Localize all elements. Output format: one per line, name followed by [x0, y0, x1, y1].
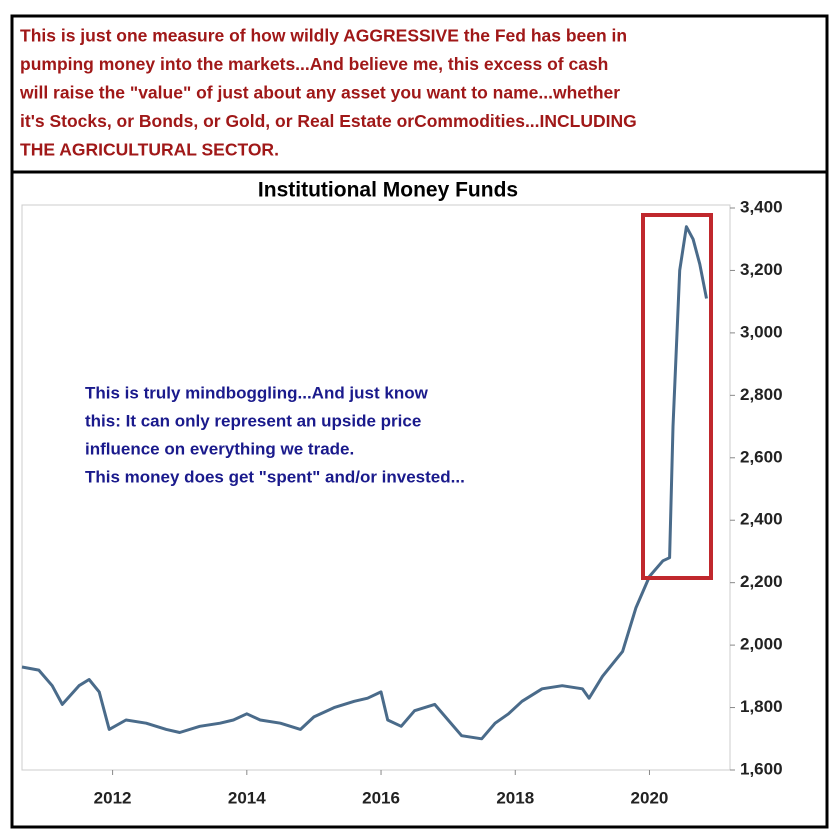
- y-tick-label: 2,000: [740, 635, 783, 654]
- x-tick-label: 2016: [362, 788, 400, 807]
- y-tick-label: 3,000: [740, 322, 783, 341]
- y-tick-label: 3,400: [740, 197, 783, 216]
- y-tick-label: 2,200: [740, 572, 783, 591]
- x-tick-label: 2018: [496, 788, 534, 807]
- header-text: This is just one measure of how wildly A…: [20, 26, 627, 46]
- x-tick-label: 2012: [94, 788, 132, 807]
- header-box: [10, 14, 829, 174]
- plot-area: [21, 204, 731, 771]
- y-tick-label: 1,800: [740, 697, 783, 716]
- y-tick-label: 2,400: [740, 510, 783, 529]
- y-tick-label: 3,200: [740, 260, 783, 279]
- annotation-text: This is truly mindboggling...And just kn…: [85, 383, 429, 402]
- highlight-box: [641, 213, 713, 580]
- header-text: pumping money into the markets...And bel…: [20, 54, 608, 74]
- annotation-text: influence on everything we trade.: [85, 439, 354, 458]
- x-tick-label: 2020: [631, 788, 669, 807]
- x-tick-label: 2014: [228, 788, 266, 807]
- annotation-text: this: It can only represent an upside pr…: [85, 411, 421, 430]
- header-text: it's Stocks, or Bonds, or Gold, or Real …: [20, 111, 637, 131]
- y-tick-label: 1,600: [740, 759, 783, 778]
- header-text: will raise the "value" of just about any…: [19, 83, 620, 103]
- annotation-text: This money does get "spent" and/or inves…: [85, 467, 465, 486]
- chart-title: Institutional Money Funds: [258, 179, 518, 202]
- header-text: THE AGRICULTURAL SECTOR.: [20, 140, 279, 160]
- data-line: [21, 225, 708, 741]
- y-tick-label: 2,600: [740, 447, 783, 466]
- y-tick-label: 2,800: [740, 385, 783, 404]
